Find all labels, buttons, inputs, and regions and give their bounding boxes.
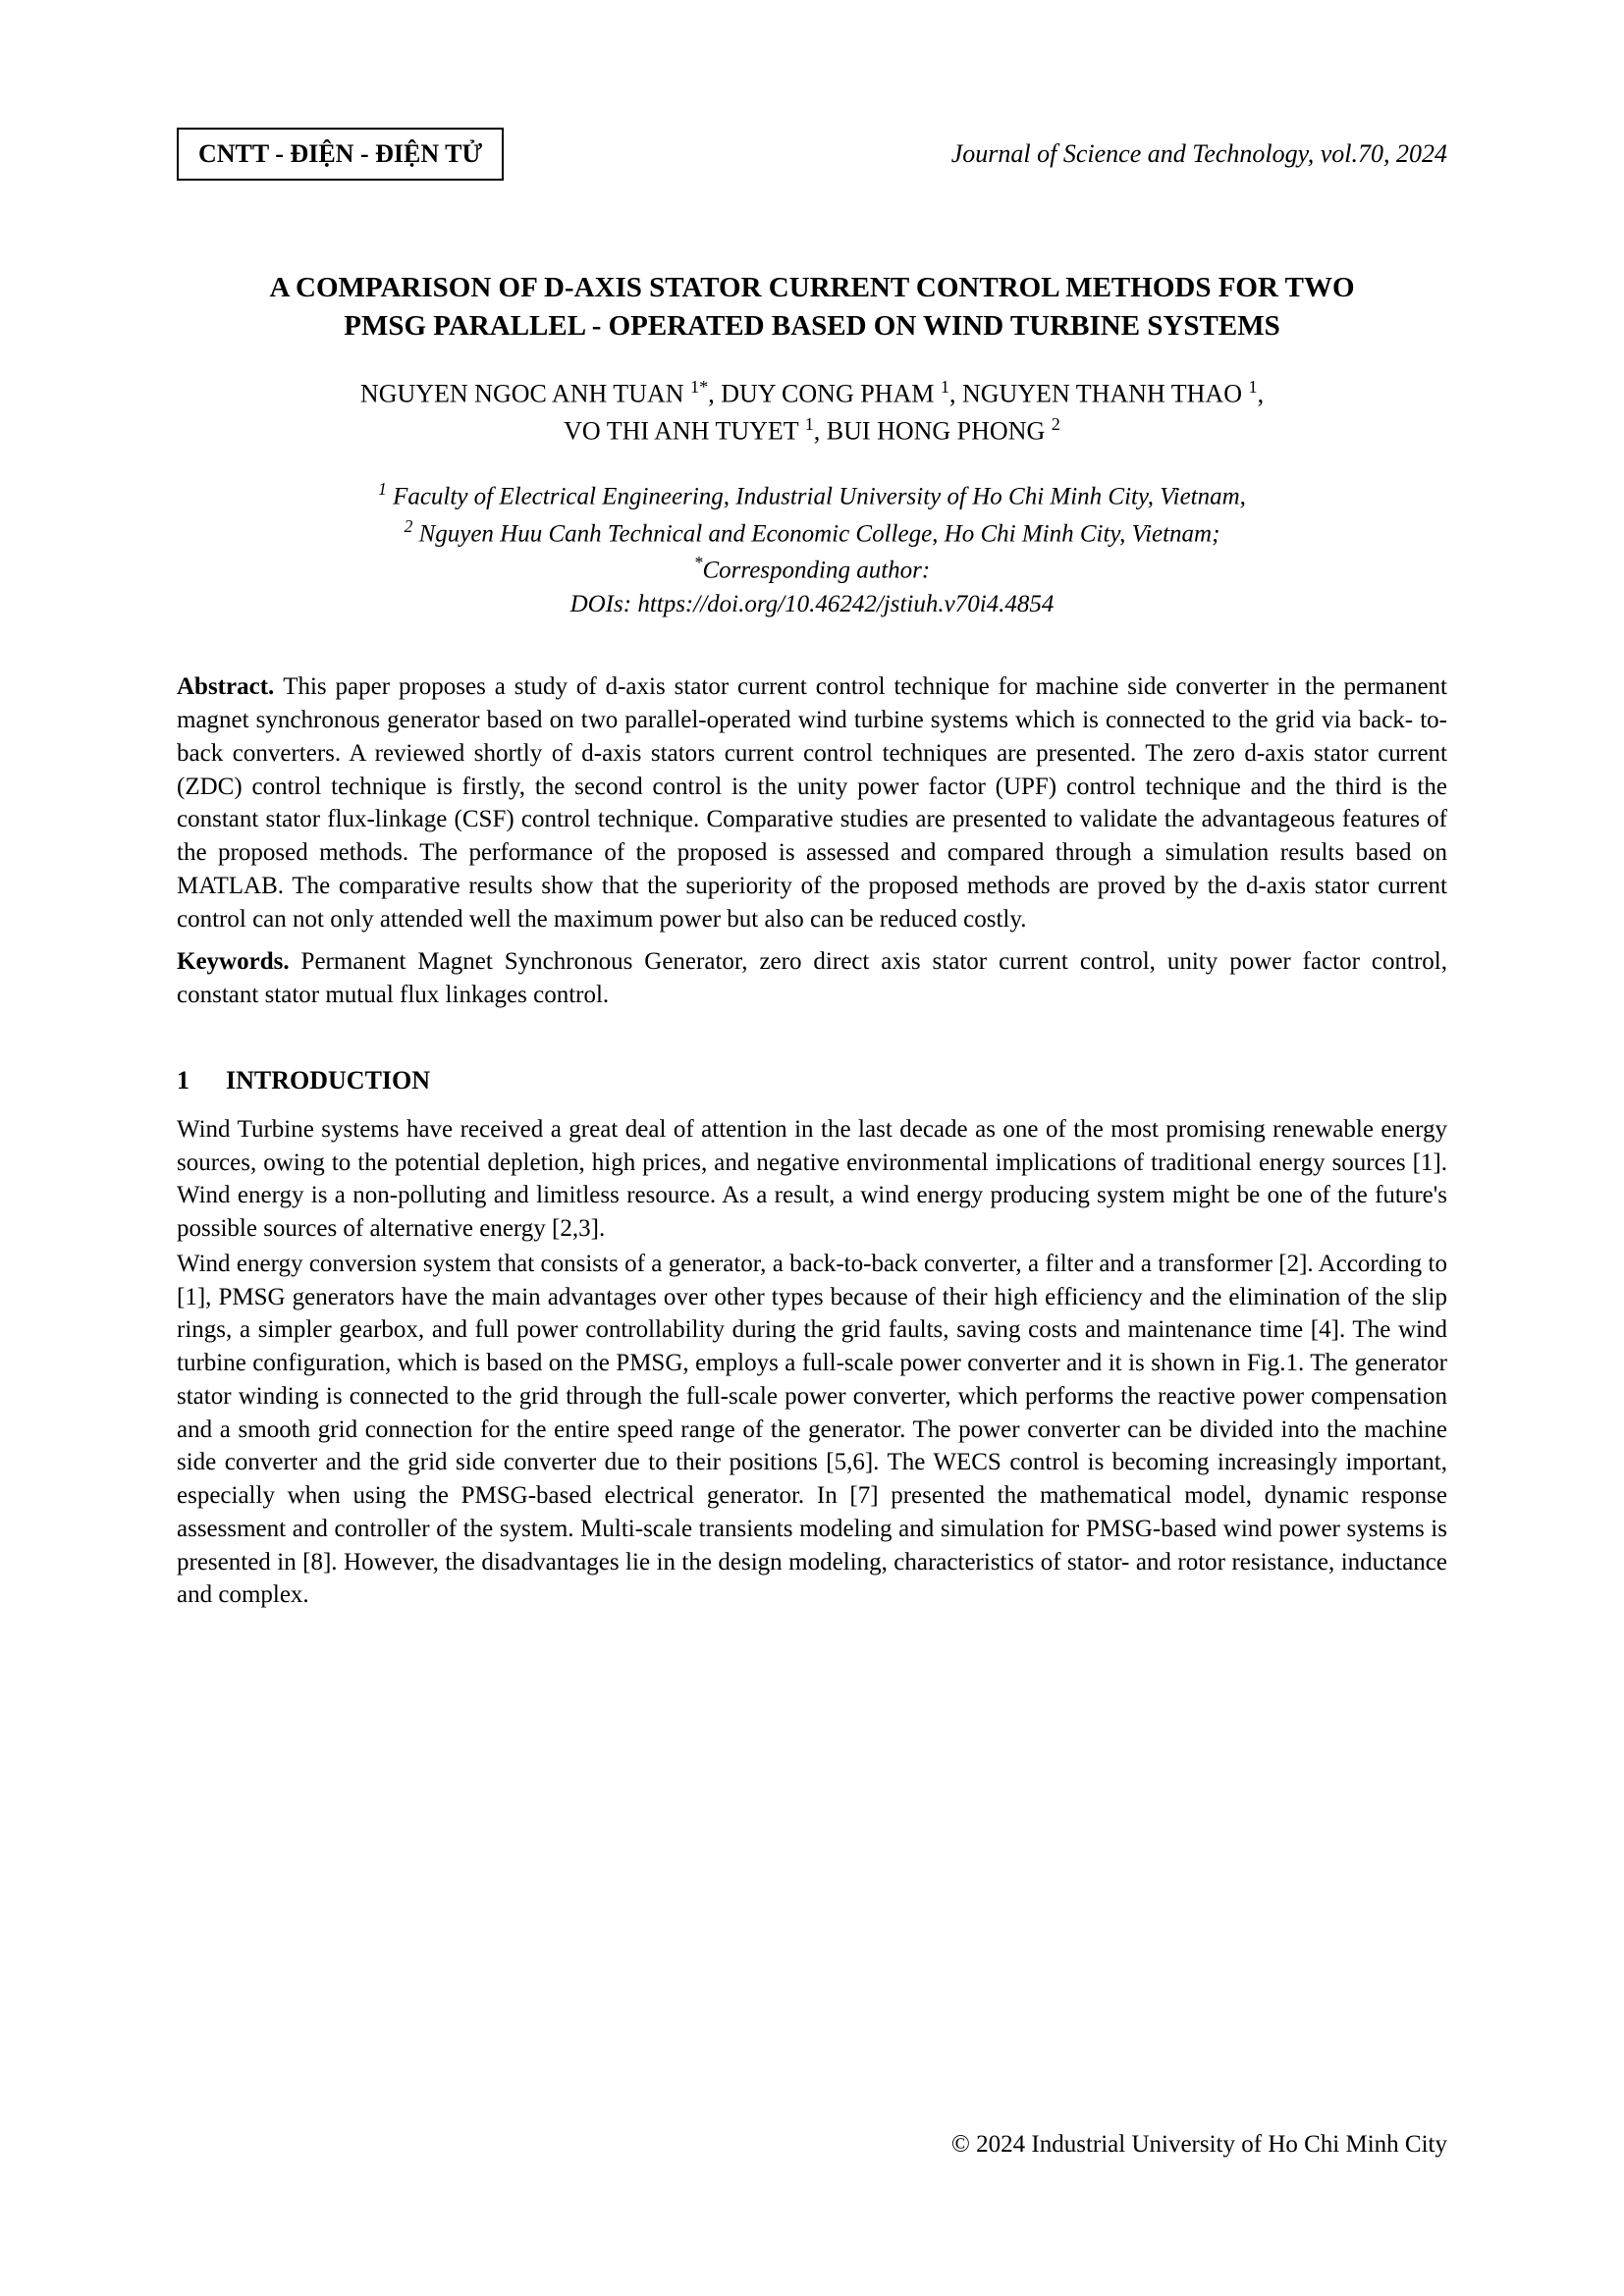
doi-text: DOIs: https://doi.org/10.46242/jstiuh.v7…: [570, 591, 1055, 617]
keywords-block: Keywords. Permanent Magnet Synchronous G…: [177, 945, 1447, 1012]
comma: ,: [1258, 380, 1265, 408]
title-line2: PMSG PARALLEL - OPERATED BASED ON WIND T…: [344, 310, 1279, 342]
section-1-title: INTRODUCTION: [226, 1066, 430, 1095]
author-5-sup: 2: [1052, 414, 1060, 434]
abstract-block: Abstract. This paper proposes a study of…: [177, 670, 1447, 935]
section-1-para-2: Wind energy conversion system that consi…: [177, 1248, 1447, 1612]
author-5: , BUI HONG PHONG: [814, 417, 1052, 446]
author-3-sup: 1: [1248, 377, 1257, 397]
corresponding-author: Corresponding author:: [703, 557, 931, 583]
section-1-para-1: Wind Turbine systems have received a gre…: [177, 1113, 1447, 1246]
affiliations-block: 1 Faculty of Electrical Engineering, Ind…: [177, 477, 1447, 621]
footer-copyright: © 2024 Industrial University of Ho Chi M…: [951, 2131, 1447, 2159]
section-1-body: Wind Turbine systems have received a gre…: [177, 1113, 1447, 1612]
authors-block: NGUYEN NGOC ANH TUAN 1*, DUY CONG PHAM 1…: [177, 375, 1447, 450]
author-3: , NGUYEN THANH THAO: [949, 380, 1249, 408]
header-row: CNTT - ĐIỆN - ĐIỆN TỬ Journal of Science…: [177, 128, 1447, 181]
category-box: CNTT - ĐIỆN - ĐIỆN TỬ: [177, 128, 504, 181]
affiliation-1: Faculty of Electrical Engineering, Indus…: [387, 484, 1246, 510]
affiliation-2: Nguyen Huu Canh Technical and Economic C…: [412, 520, 1219, 547]
section-1-number: 1: [177, 1066, 226, 1095]
corr-sup: *: [694, 553, 703, 572]
author-4-sup: 1: [805, 414, 814, 434]
aff-1-sup: 1: [378, 479, 387, 499]
author-2: , DUY CONG PHAM: [708, 380, 941, 408]
abstract-label: Abstract.: [177, 673, 283, 700]
journal-info: Journal of Science and Technology, vol.7…: [951, 139, 1447, 169]
author-4: VO THI ANH TUYET: [564, 417, 805, 446]
author-1: NGUYEN NGOC ANH TUAN: [360, 380, 690, 408]
aff-2-sup: 2: [405, 516, 413, 536]
keywords-label: Keywords.: [177, 948, 301, 975]
section-1-heading: 1INTRODUCTION: [177, 1066, 1447, 1095]
keywords-text: Permanent Magnet Synchronous Generator, …: [177, 948, 1447, 1008]
abstract-text: This paper proposes a study of d-axis st…: [177, 673, 1447, 932]
paper-title: A COMPARISON OF D-AXIS STATOR CURRENT CO…: [177, 269, 1447, 346]
author-2-sup: 1: [941, 377, 949, 397]
title-line1: A COMPARISON OF D-AXIS STATOR CURRENT CO…: [269, 272, 1354, 303]
author-1-sup: 1*: [690, 377, 708, 397]
